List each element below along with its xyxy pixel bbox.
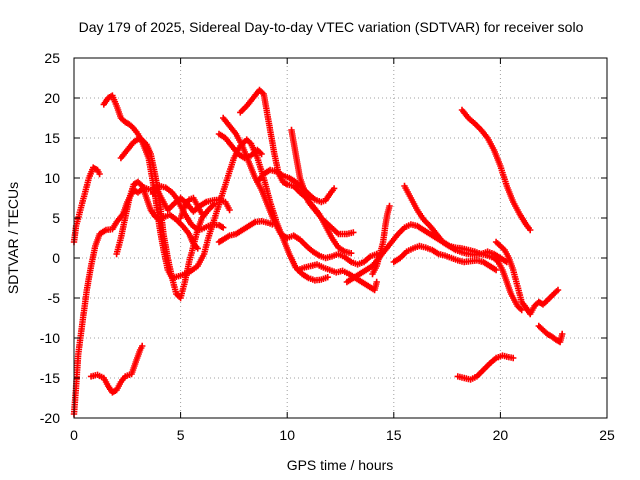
series-arc-h: [177, 194, 206, 222]
y-tick-label: 25: [44, 50, 60, 66]
series-arc-w: [535, 322, 566, 346]
data-point: [559, 330, 566, 338]
data-point: [324, 274, 331, 281]
data-point: [554, 286, 562, 294]
data-point: [350, 229, 357, 236]
series-arc-v: [492, 238, 562, 318]
data-point: [386, 202, 393, 210]
x-tick-label: 15: [386, 427, 402, 443]
y-tick-label: -20: [40, 410, 60, 426]
x-tick-label: 0: [70, 427, 78, 443]
data-point: [527, 226, 534, 234]
data-point: [348, 250, 355, 257]
x-axis-label: GPS time / hours: [287, 457, 394, 473]
y-tick-label: 5: [52, 210, 60, 226]
y-tick-label: 10: [44, 170, 60, 186]
x-tick-label: 5: [177, 427, 185, 443]
series-arc-p: [343, 221, 510, 286]
y-tick-label: 15: [44, 130, 60, 146]
y-tick-label: -10: [40, 330, 60, 346]
data-point: [198, 210, 206, 218]
series-arc-u: [454, 352, 517, 383]
series-arc-r: [390, 242, 500, 274]
data-point: [373, 278, 380, 286]
y-tick-label: 20: [44, 90, 60, 106]
y-tick-label: -5: [48, 290, 61, 306]
y-tick-label: 0: [52, 250, 60, 266]
y-axis-label: SDTVAR / TECUs: [5, 182, 21, 294]
data-point: [220, 224, 227, 231]
series-arc-n: [288, 126, 357, 238]
data-point: [492, 266, 500, 274]
data-series: [70, 86, 566, 418]
series-arc-i: [215, 218, 276, 246]
chart-title: Day 179 of 2025, Sidereal Day-to-day VTE…: [79, 19, 584, 35]
grid-lines: [74, 58, 607, 418]
data-point: [510, 354, 517, 362]
x-tick-label: 25: [599, 427, 615, 443]
data-point: [96, 170, 103, 178]
series-arc-b: [70, 164, 103, 246]
data-point: [330, 185, 338, 192]
series-arc-t: [458, 106, 534, 234]
x-tick-label: 20: [493, 427, 509, 443]
data-point: [139, 342, 146, 350]
axis-ticks: 0 5 10 15 20 25 -20 -15 -10 -5 0 5 10 15 20 25: [40, 50, 615, 443]
series-arc-q: [369, 202, 393, 278]
y-tick-label: -15: [40, 370, 60, 386]
series-arc-s: [401, 182, 525, 314]
data-point: [258, 150, 265, 158]
series-arc-f: [117, 134, 218, 302]
series-arc-c: [87, 342, 146, 396]
series-arc-j: [215, 130, 265, 162]
plot-frame: [73, 57, 608, 419]
data-point: [226, 206, 233, 214]
series-arc-g: [149, 186, 233, 215]
x-tick-label: 10: [279, 427, 295, 443]
